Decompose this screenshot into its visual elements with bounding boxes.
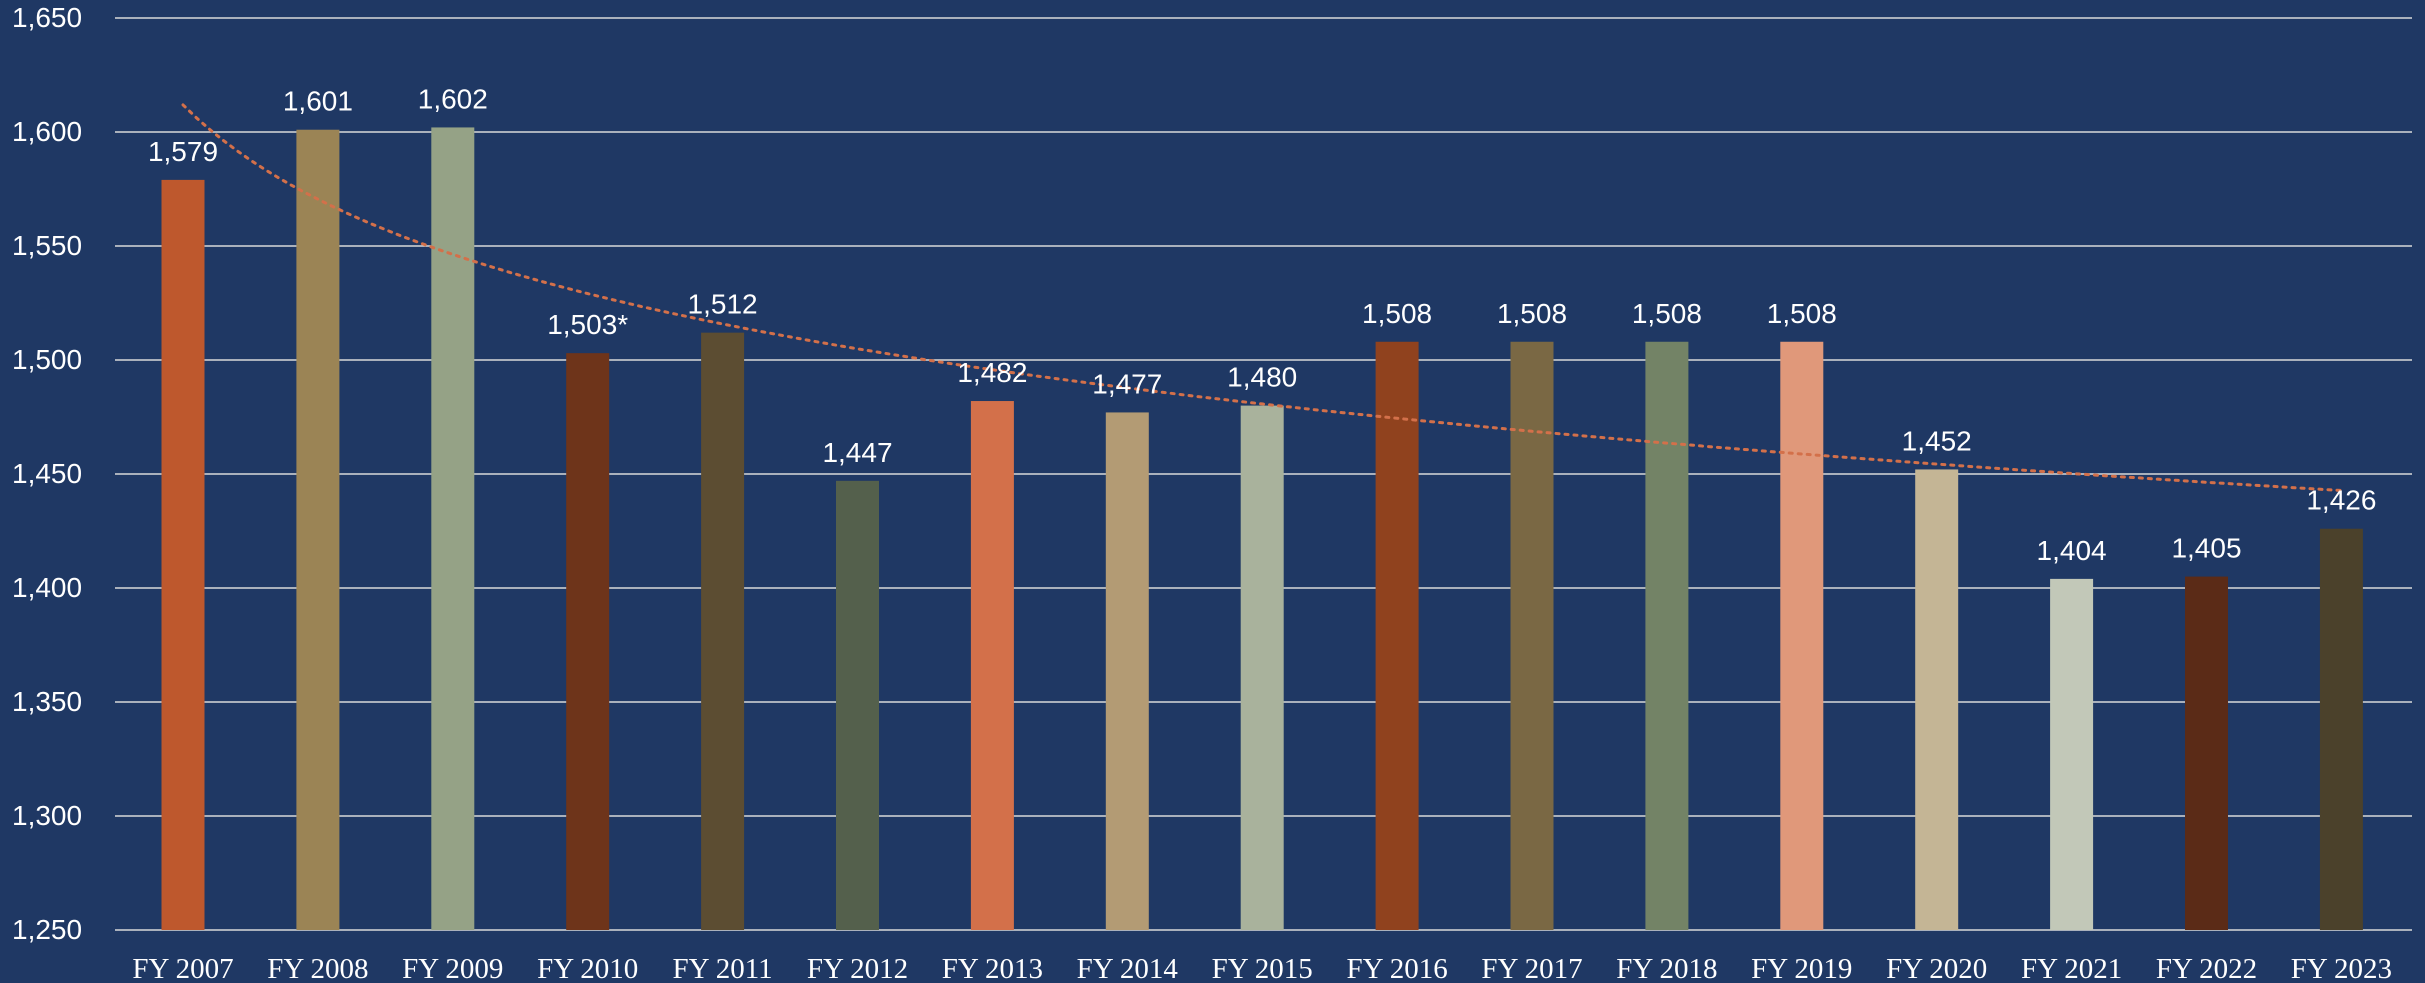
data-label: 1,579 [148, 136, 218, 167]
bar [1780, 341, 1824, 930]
bar [296, 129, 340, 931]
bar [431, 127, 475, 930]
data-label: 1,447 [822, 437, 892, 468]
bar [2319, 528, 2363, 930]
data-label: 1,405 [2171, 533, 2241, 564]
x-tick-label: FY 2012 [807, 953, 908, 983]
data-label: 1,601 [283, 86, 353, 117]
data-label: 1,503* [547, 309, 628, 340]
data-label: 1,404 [2037, 535, 2107, 566]
x-tick-label: FY 2019 [1751, 953, 1852, 983]
y-tick-label: 1,450 [12, 458, 82, 489]
bar [1375, 341, 1419, 930]
x-tick-label: FY 2011 [673, 953, 773, 983]
bar [2185, 576, 2228, 930]
data-label: 1,602 [418, 83, 488, 114]
data-label: 1,477 [1092, 368, 1162, 399]
y-tick-label: 1,650 [12, 2, 82, 33]
bar [1510, 341, 1554, 930]
data-label: 1,452 [1902, 425, 1972, 456]
x-tick-label: FY 2017 [1481, 953, 1582, 983]
bar [970, 401, 1014, 930]
bar [1915, 469, 1959, 930]
x-tick-label: FY 2010 [537, 953, 638, 983]
x-tick-label: FY 2021 [2021, 953, 2122, 983]
x-axis: FY 2007 FY 2008 FY 2009 FY 2010 FY 2011 FY 20… [132, 953, 2392, 983]
x-tick-label: FY 2016 [1346, 953, 1447, 983]
y-tick-label: 1,600 [12, 116, 82, 147]
data-label: 1,508 [1632, 298, 1702, 329]
data-label: 1,482 [957, 357, 1027, 388]
x-tick-label: FY 2020 [1886, 953, 1987, 983]
bars [161, 127, 2363, 931]
x-tick-label: FY 2018 [1616, 953, 1717, 983]
data-label: 1,426 [2306, 485, 2376, 516]
x-tick-label: FY 2008 [267, 953, 368, 983]
y-tick-label: 1,550 [12, 230, 82, 261]
data-label: 1,480 [1227, 362, 1297, 393]
y-tick-label: 1,300 [12, 800, 82, 831]
x-tick-label: FY 2022 [2156, 953, 2257, 983]
x-tick-label: FY 2007 [132, 953, 233, 983]
bar [701, 332, 745, 930]
trendline-path [181, 103, 2343, 492]
x-tick-label: FY 2009 [402, 953, 503, 983]
y-tick-label: 1,500 [12, 344, 82, 375]
data-label: 1,512 [688, 289, 758, 320]
bar [161, 179, 205, 930]
x-tick-label: FY 2015 [1212, 953, 1313, 983]
data-label: 1,508 [1767, 298, 1837, 329]
x-tick-label: FY 2023 [2291, 953, 2392, 983]
data-label: 1,508 [1362, 298, 1432, 329]
y-axis: 1,250 1,300 1,350 1,400 1,450 1,500 1,550 1,600… [12, 2, 82, 945]
data-labels: 1,579 1,601 1,602 1,503* 1,512 1,447 1,482 1,47… [148, 83, 2376, 565]
y-tick-label: 1,350 [12, 686, 82, 717]
bar [1645, 341, 1689, 930]
y-tick-label: 1,400 [12, 572, 82, 603]
data-label: 1,508 [1497, 298, 1567, 329]
trendline [181, 103, 2343, 492]
bar [2050, 578, 2094, 930]
y-tick-label: 1,250 [12, 914, 82, 945]
bar [1105, 412, 1149, 930]
bar [836, 480, 879, 930]
bar [1240, 405, 1284, 931]
x-tick-label: FY 2014 [1077, 953, 1179, 983]
bar [566, 353, 610, 930]
x-tick-label: FY 2013 [942, 953, 1043, 983]
